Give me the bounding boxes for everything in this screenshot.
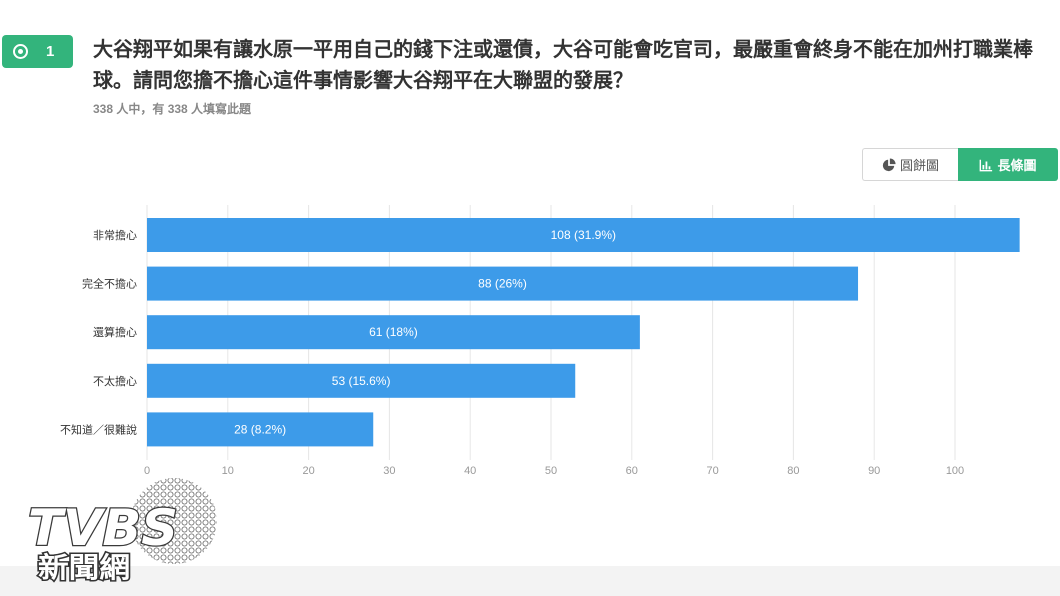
- x-tick-label: 30: [383, 465, 395, 477]
- logo-halftone-circle: [131, 478, 217, 564]
- x-tick-label: 60: [626, 465, 638, 477]
- x-tick-label: 20: [302, 465, 314, 477]
- chart-view-toggle: 圓餅圖 長條圖: [862, 148, 1058, 181]
- x-tick-label: 100: [946, 465, 964, 477]
- x-tick-label: 80: [787, 465, 799, 477]
- chart-bars: [147, 218, 1020, 447]
- response-summary: 338 人中，有 338 人填寫此題: [93, 102, 252, 116]
- bar: [147, 266, 859, 301]
- bar-chart-button-label: 長條圖: [997, 158, 1037, 173]
- x-tick-label: 70: [706, 465, 718, 477]
- x-tick-label: 10: [222, 465, 234, 477]
- x-tick-label: 50: [545, 465, 557, 477]
- bar-value-label: 53 (15.6%): [332, 374, 391, 388]
- horizontal-bar-chart: 0 10 20 30 40 50 60 70 80 90 100 非常擔心 108 (31.9%) 完全不…: [60, 205, 1020, 477]
- bar: [147, 363, 576, 398]
- logo-sub-text: 新聞網: [38, 551, 130, 584]
- pie-chart-icon: [882, 157, 896, 171]
- chart-labels: 0 10 20 30 40 50 60 70 80 90 100 非常擔心 108 (31.9%) 完全不…: [60, 228, 964, 477]
- question-text: 大谷翔平如果有讓水原一平用自己的錢下注或還債，大谷可能會吃官司，最嚴重會終身不能…: [93, 39, 1033, 92]
- bar-value-label: 108 (31.9%): [551, 228, 616, 242]
- pie-chart-button[interactable]: 圓餅圖: [862, 148, 958, 181]
- tvbs-news-logo: TVBS 新聞網: [27, 478, 217, 586]
- category-label: 不知道／很難說: [60, 422, 137, 436]
- pie-chart-button-label: 圓餅圖: [899, 158, 939, 173]
- category-label: 非常擔心: [93, 228, 137, 242]
- question-number-badge: 1: [2, 35, 73, 68]
- bar-value-label: 88 (26%): [478, 277, 527, 291]
- logo-brand-text: TVBS: [28, 499, 178, 557]
- footer-band: [0, 566, 1060, 596]
- bar-chart-icon: [980, 159, 993, 171]
- radio-icon: [13, 44, 28, 59]
- bar-value-label: 28 (8.2%): [234, 422, 286, 436]
- bar: [147, 218, 1020, 252]
- category-label: 不太擔心: [93, 374, 137, 388]
- category-label: 完全不擔心: [82, 277, 137, 291]
- category-label: 還算擔心: [93, 325, 137, 339]
- x-tick-label: 90: [868, 465, 880, 477]
- x-tick-label: 40: [464, 465, 476, 477]
- bar: [147, 315, 640, 350]
- bar: [147, 412, 374, 447]
- bar-chart-button[interactable]: 長條圖: [958, 148, 1058, 181]
- x-tick-label: 0: [144, 465, 150, 477]
- question-number: 1: [46, 43, 55, 60]
- bar-value-label: 61 (18%): [369, 325, 418, 339]
